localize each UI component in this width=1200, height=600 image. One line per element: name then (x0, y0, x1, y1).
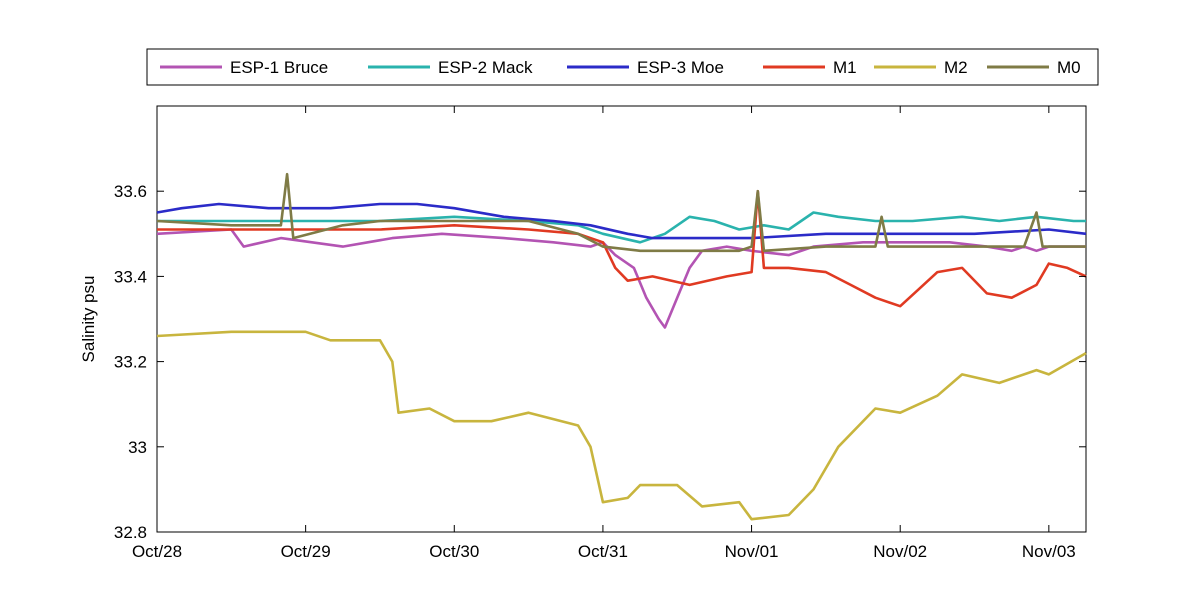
x-tick-label: Oct/30 (429, 542, 479, 561)
legend: ESP-1 Bruce ESP-2 Mack ESP-3 Moe M1 M2 M0 (146, 48, 1099, 86)
x-tick-label: Oct/29 (281, 542, 331, 561)
legend-entry-6: M0 (1057, 58, 1081, 77)
y-axis-label: Salinity psu (79, 276, 98, 363)
legend-entry-5: M2 (944, 58, 968, 77)
series-line-6 (156, 172, 1086, 253)
legend-entry-4: M1 (833, 58, 857, 77)
legend-entry-3: ESP-3 Moe (637, 58, 724, 77)
y-tick-label: 32.8 (114, 523, 147, 542)
y-tick-label: 33.6 (114, 182, 147, 201)
legend-entry-2: ESP-2 Mack (438, 58, 533, 77)
x-tick-label: Nov/03 (1022, 542, 1076, 561)
series-line-5 (156, 330, 1087, 521)
series-line-2 (157, 211, 1086, 244)
y-axis: 32.8 33 33.2 33.4 33.6 (114, 182, 1086, 542)
y-tick-label: 33 (128, 438, 147, 457)
x-tick-label: Oct/31 (578, 542, 628, 561)
y-tick-label: 33.2 (114, 353, 147, 372)
x-tick-label: Nov/01 (725, 542, 779, 561)
legend-entry-1: ESP-1 Bruce (230, 58, 328, 77)
series-line-3 (156, 202, 1087, 240)
y-tick-label: 33.4 (114, 267, 147, 286)
x-axis: Oct/28 Oct/29 Oct/30 Oct/31 Nov/01 Nov/02 Nov/… (132, 106, 1076, 561)
plot-area-frame (156, 105, 1087, 533)
x-tick-label: Oct/28 (132, 542, 182, 561)
series-layer (156, 172, 1087, 521)
x-tick-label: Nov/02 (873, 542, 927, 561)
